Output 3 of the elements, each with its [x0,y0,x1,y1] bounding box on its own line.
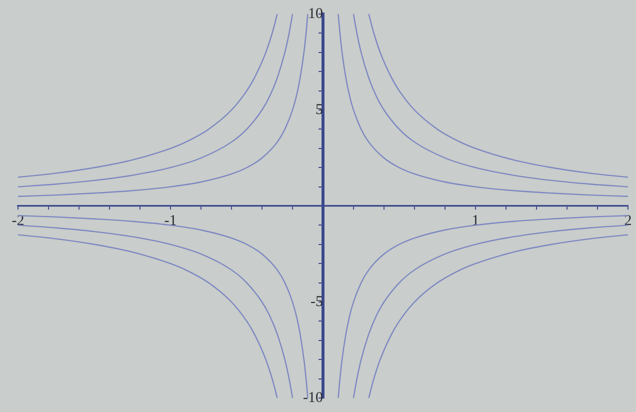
y-tick-label: -10 [303,390,323,406]
y-tick-label: 10 [308,6,323,22]
x-tick-label: -1 [164,212,177,229]
